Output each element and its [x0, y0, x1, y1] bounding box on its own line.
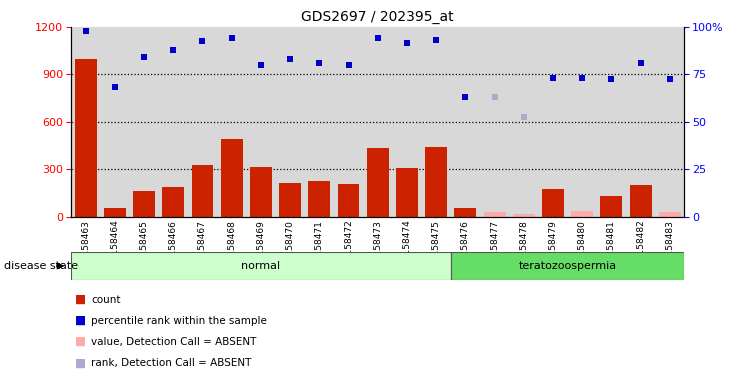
Text: normal: normal: [242, 261, 280, 271]
Bar: [246, 27, 275, 217]
Bar: [275, 27, 304, 217]
Bar: [422, 27, 451, 217]
Bar: [571, 212, 593, 217]
Bar: [542, 189, 564, 217]
Text: count: count: [91, 295, 120, 305]
Bar: [509, 27, 539, 217]
Bar: [159, 27, 188, 217]
Bar: [630, 185, 652, 217]
Text: percentile rank within the sample: percentile rank within the sample: [91, 316, 267, 326]
Bar: [451, 252, 684, 280]
Bar: [279, 183, 301, 217]
Bar: [191, 165, 213, 217]
Bar: [367, 148, 389, 217]
Bar: [425, 147, 447, 217]
Bar: [250, 167, 272, 217]
Bar: [162, 187, 184, 217]
Bar: [100, 27, 129, 217]
Text: ■: ■: [75, 314, 86, 327]
Bar: [217, 27, 246, 217]
Bar: [568, 27, 597, 217]
Bar: [393, 27, 422, 217]
Bar: [308, 181, 331, 217]
Bar: [104, 208, 126, 217]
Bar: [539, 27, 568, 217]
Bar: [188, 27, 217, 217]
Bar: [334, 27, 363, 217]
Bar: [396, 168, 418, 217]
Bar: [601, 196, 622, 217]
Bar: [451, 27, 480, 217]
Bar: [455, 208, 476, 217]
Bar: [221, 139, 242, 217]
Bar: [597, 27, 626, 217]
Bar: [133, 191, 155, 217]
Text: teratozoospermia: teratozoospermia: [518, 261, 616, 271]
Text: ■: ■: [75, 356, 86, 369]
Text: value, Detection Call = ABSENT: value, Detection Call = ABSENT: [91, 337, 257, 347]
Bar: [480, 27, 509, 217]
Title: GDS2697 / 202395_at: GDS2697 / 202395_at: [301, 10, 454, 25]
Text: disease state: disease state: [4, 261, 78, 271]
Bar: [655, 27, 684, 217]
Text: ■: ■: [75, 335, 86, 348]
Bar: [337, 184, 360, 217]
Text: ■: ■: [75, 293, 86, 306]
Bar: [363, 27, 393, 217]
Bar: [304, 27, 334, 217]
Bar: [626, 27, 655, 217]
Text: rank, Detection Call = ABSENT: rank, Detection Call = ABSENT: [91, 358, 251, 368]
Bar: [129, 27, 159, 217]
Bar: [71, 27, 100, 217]
Bar: [513, 214, 535, 217]
Bar: [659, 212, 681, 217]
Bar: [71, 252, 451, 280]
Bar: [75, 59, 96, 217]
Bar: [484, 212, 506, 217]
